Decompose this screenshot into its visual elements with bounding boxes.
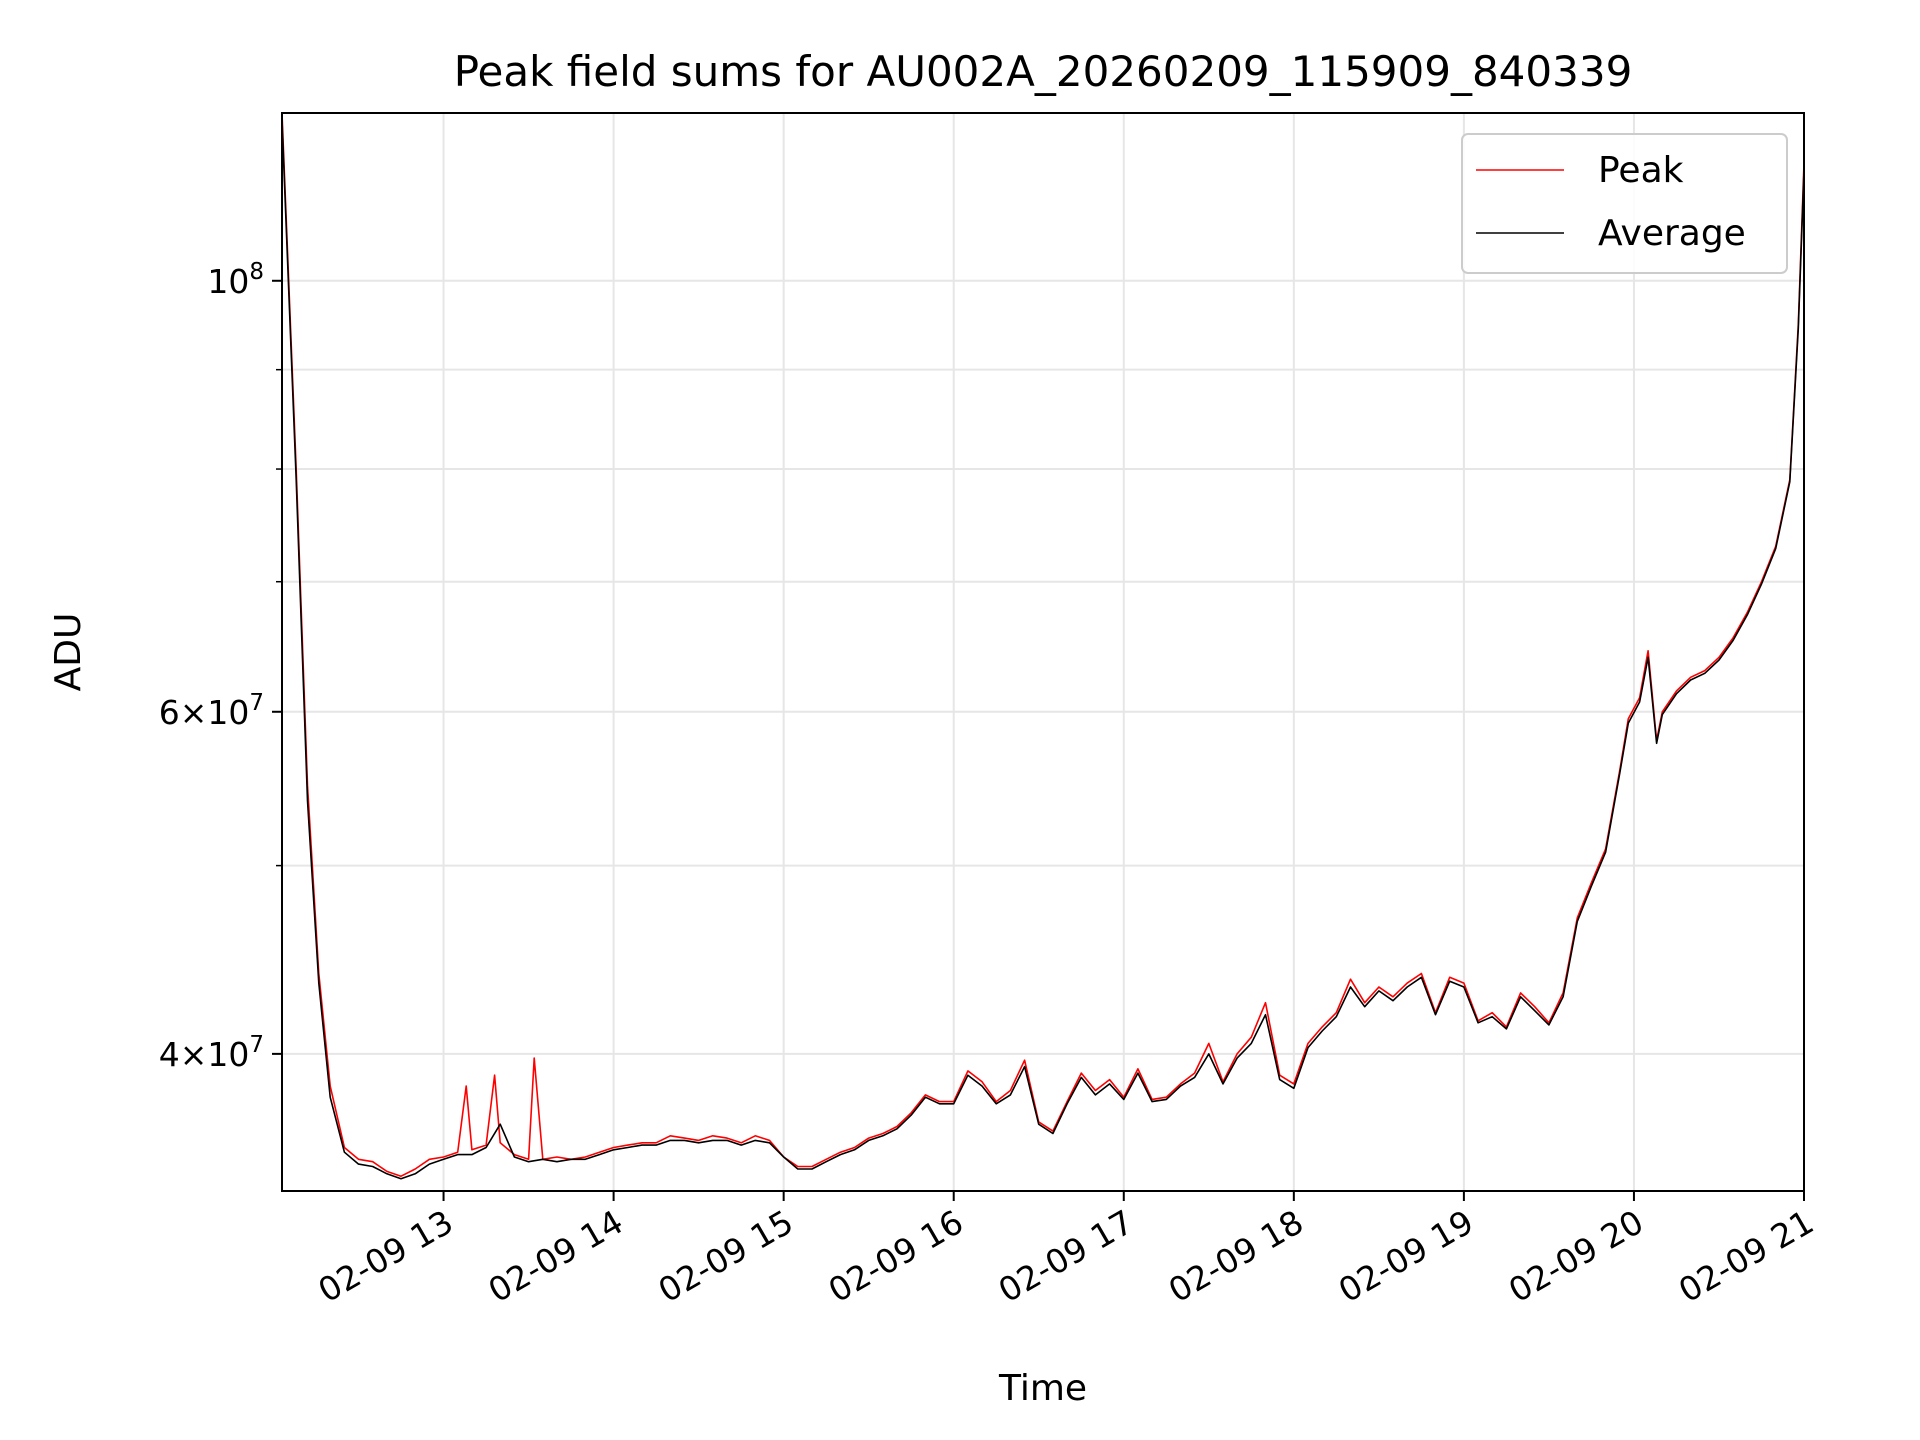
y-tick-label: 4×107 (159, 1032, 264, 1074)
legend: Peak Average (1461, 133, 1788, 274)
x-axis-label: Time (998, 1368, 1087, 1409)
legend-label-average: Average (1598, 213, 1746, 254)
y-axis-ticks: 4×107 6×107 108 (159, 259, 282, 1074)
legend-box (1461, 133, 1788, 274)
plot-frame (281, 112, 1805, 1192)
chart-title: Peak field sums for AU002A_20260209_1159… (454, 47, 1633, 96)
y-axis-label: ADU (48, 613, 89, 692)
legend-label-peak: Peak (1598, 150, 1684, 191)
plot-lines (281, 112, 1805, 1180)
y-tick-label: 6×107 (159, 690, 264, 732)
y-tick-label: 108 (207, 259, 264, 301)
series-line-average (281, 119, 1805, 1180)
